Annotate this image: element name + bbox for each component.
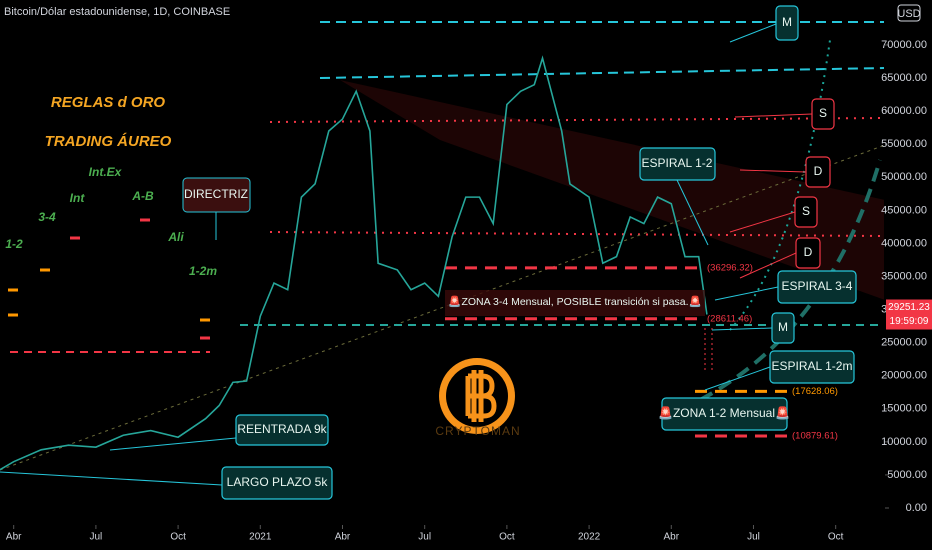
annotation: D xyxy=(804,245,813,259)
axis-panel xyxy=(884,0,932,550)
x-tick-label: Oct xyxy=(828,532,844,543)
pointer xyxy=(711,327,773,331)
pointer xyxy=(0,471,223,486)
annotation: 1-2 xyxy=(5,237,23,251)
price-line xyxy=(0,55,708,471)
annotation: M xyxy=(782,15,792,29)
annotation: 1-2m xyxy=(189,264,217,278)
countdown: 19:59:09 xyxy=(890,316,929,327)
level-label: (28611.46) xyxy=(707,313,752,324)
y-tick-label: 15000.00 xyxy=(881,403,927,415)
y-tick-label: 50000.00 xyxy=(881,171,927,183)
level-label: (17628.06) xyxy=(792,386,838,397)
level-label: (10879.61) xyxy=(792,431,838,442)
annotation: 3-4 xyxy=(38,210,56,224)
zone xyxy=(445,290,705,316)
annotation: DIRECTRIZ xyxy=(184,187,248,201)
y-tick-label: 25000.00 xyxy=(881,337,927,349)
x-tick-label: Jul xyxy=(89,532,102,543)
annotation: REENTRADA 9k xyxy=(237,422,327,436)
y-tick-label: 10000.00 xyxy=(881,436,927,448)
x-tick-label: 2021 xyxy=(249,532,272,543)
label-box xyxy=(769,350,855,384)
label-box xyxy=(777,270,857,304)
pointer xyxy=(676,179,709,246)
level-label: (36296.32) xyxy=(707,262,753,273)
x-tick-label: Abr xyxy=(6,532,22,543)
price-tag xyxy=(886,299,932,330)
annotation: ESPIRAL 1-2 xyxy=(642,156,713,170)
annotation: TRADING ÁUREO xyxy=(45,133,172,150)
label-box xyxy=(794,196,818,228)
trend-line xyxy=(269,231,886,237)
pointer xyxy=(739,169,807,173)
label-box xyxy=(771,312,795,344)
pointer xyxy=(729,211,796,233)
y-tick-label: 60000.00 xyxy=(881,105,927,117)
x-tick-label: Abr xyxy=(664,532,680,543)
annotation: REGLAS d ORO xyxy=(51,94,166,111)
label-box xyxy=(661,397,788,431)
y-tick-label: 0.00 xyxy=(906,502,927,514)
annotation: ESPIRAL 1-2m xyxy=(772,359,853,373)
y-tick-label: 20000.00 xyxy=(881,370,927,382)
y-tick-label: 65000.00 xyxy=(881,72,927,84)
annotation: ESPIRAL 3-4 xyxy=(782,279,853,293)
trend-line xyxy=(0,144,886,471)
x-tick-label: Abr xyxy=(335,532,351,543)
annotation: A-B xyxy=(131,189,154,203)
annotation: 🚨ZONA 1-2 Mensual🚨 xyxy=(658,406,790,420)
label-box xyxy=(805,156,831,188)
x-tick-label: Oct xyxy=(499,532,515,543)
x-tick-label: 2022 xyxy=(578,532,601,543)
annotation: Int.Ex xyxy=(89,165,123,179)
label-box xyxy=(811,98,835,130)
y-tick-label: 45000.00 xyxy=(881,204,927,216)
y-tick-label: 55000.00 xyxy=(881,138,927,150)
annotation: S xyxy=(819,106,827,120)
annotation: Ali xyxy=(167,230,184,244)
y-tick-label: 40000.00 xyxy=(881,237,927,249)
pointer xyxy=(729,23,777,43)
pointer xyxy=(704,366,771,391)
trend-line xyxy=(319,67,886,79)
pointer xyxy=(734,113,813,118)
currency-box[interactable] xyxy=(897,4,921,22)
annotation: CRYPTOMAN xyxy=(435,424,520,438)
spiral xyxy=(729,39,831,331)
label-box xyxy=(795,237,821,269)
label-box xyxy=(639,147,716,181)
label-box xyxy=(235,414,329,446)
pointer xyxy=(714,286,779,301)
x-tick-label: Oct xyxy=(170,532,186,543)
annotation: M xyxy=(778,320,788,334)
x-tick-label: Jul xyxy=(747,532,760,543)
annotation: 🚨ZONA 3-4 Mensual, POSIBLE transición si… xyxy=(448,295,701,308)
annotation: LARGO PLAZO 5k xyxy=(227,475,329,489)
currency[interactable]: USD xyxy=(897,8,920,20)
annotation: D xyxy=(814,164,823,178)
label-box xyxy=(775,5,799,41)
x-tick-label: Jul xyxy=(418,532,431,543)
annotation: Int xyxy=(70,191,86,205)
label-box xyxy=(182,177,251,213)
label-box xyxy=(221,466,333,500)
chart-title: Bitcoin/Dólar estadounidense, 1D, COINBA… xyxy=(4,6,230,18)
y-tick-label: 5000.00 xyxy=(887,469,927,481)
logo xyxy=(465,370,497,422)
annotation: S xyxy=(802,204,810,218)
pointer xyxy=(109,437,237,451)
price-tag-value: 29251.23 xyxy=(888,302,930,313)
y-tick-label: 70000.00 xyxy=(881,39,927,51)
trend-line xyxy=(269,117,886,123)
pointer xyxy=(739,252,797,279)
y-tick-label: 35000.00 xyxy=(881,270,927,282)
zone xyxy=(340,80,885,300)
drawings: (36296.32) (28611.46) (17628.06) (10879.61) xyxy=(0,21,886,471)
